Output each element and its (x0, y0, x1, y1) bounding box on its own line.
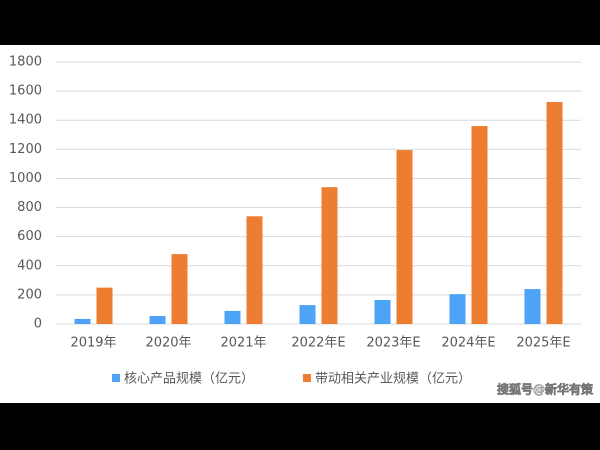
bar (246, 216, 263, 324)
legend-label: 核心产品规模（亿元） (124, 372, 254, 387)
bar (96, 287, 113, 324)
legend-marker (303, 374, 311, 382)
bar (171, 254, 188, 324)
y-tick-label: 1200 (9, 142, 42, 157)
bar (374, 299, 391, 324)
y-tick-label: 600 (17, 229, 42, 244)
x-tick-label: 2020年 (145, 336, 191, 351)
bar (321, 187, 338, 324)
y-tick-label: 1800 (9, 55, 42, 70)
y-tick-label: 0 (34, 317, 42, 332)
bar (449, 294, 466, 324)
y-tick-label: 1000 (9, 171, 42, 186)
y-tick-label: 800 (17, 200, 42, 215)
x-tick-label: 2023年E (366, 336, 420, 351)
y-tick-label: 1400 (9, 113, 42, 128)
bar (546, 102, 563, 325)
chart-area (0, 45, 600, 403)
bar (396, 150, 413, 324)
x-tick-label: 2024年E (441, 336, 495, 351)
x-tick-label: 2019年 (70, 336, 116, 351)
bar (149, 315, 166, 324)
legend-marker (112, 374, 120, 382)
legend-label: 带动相关产业规模（亿元） (315, 372, 471, 387)
x-tick-label: 2021年 (220, 336, 266, 351)
bar (74, 318, 91, 324)
y-tick-label: 1600 (9, 84, 42, 99)
x-tick-label: 2025年E (516, 336, 570, 351)
bar (471, 126, 488, 325)
x-tick-label: 2022年E (291, 336, 345, 351)
bar (224, 310, 241, 324)
bar (299, 305, 316, 324)
y-tick-label: 400 (17, 258, 42, 273)
y-tick-label: 200 (17, 287, 42, 302)
bar (524, 289, 541, 324)
watermark: 搜狐号@新华有策 (497, 382, 594, 397)
